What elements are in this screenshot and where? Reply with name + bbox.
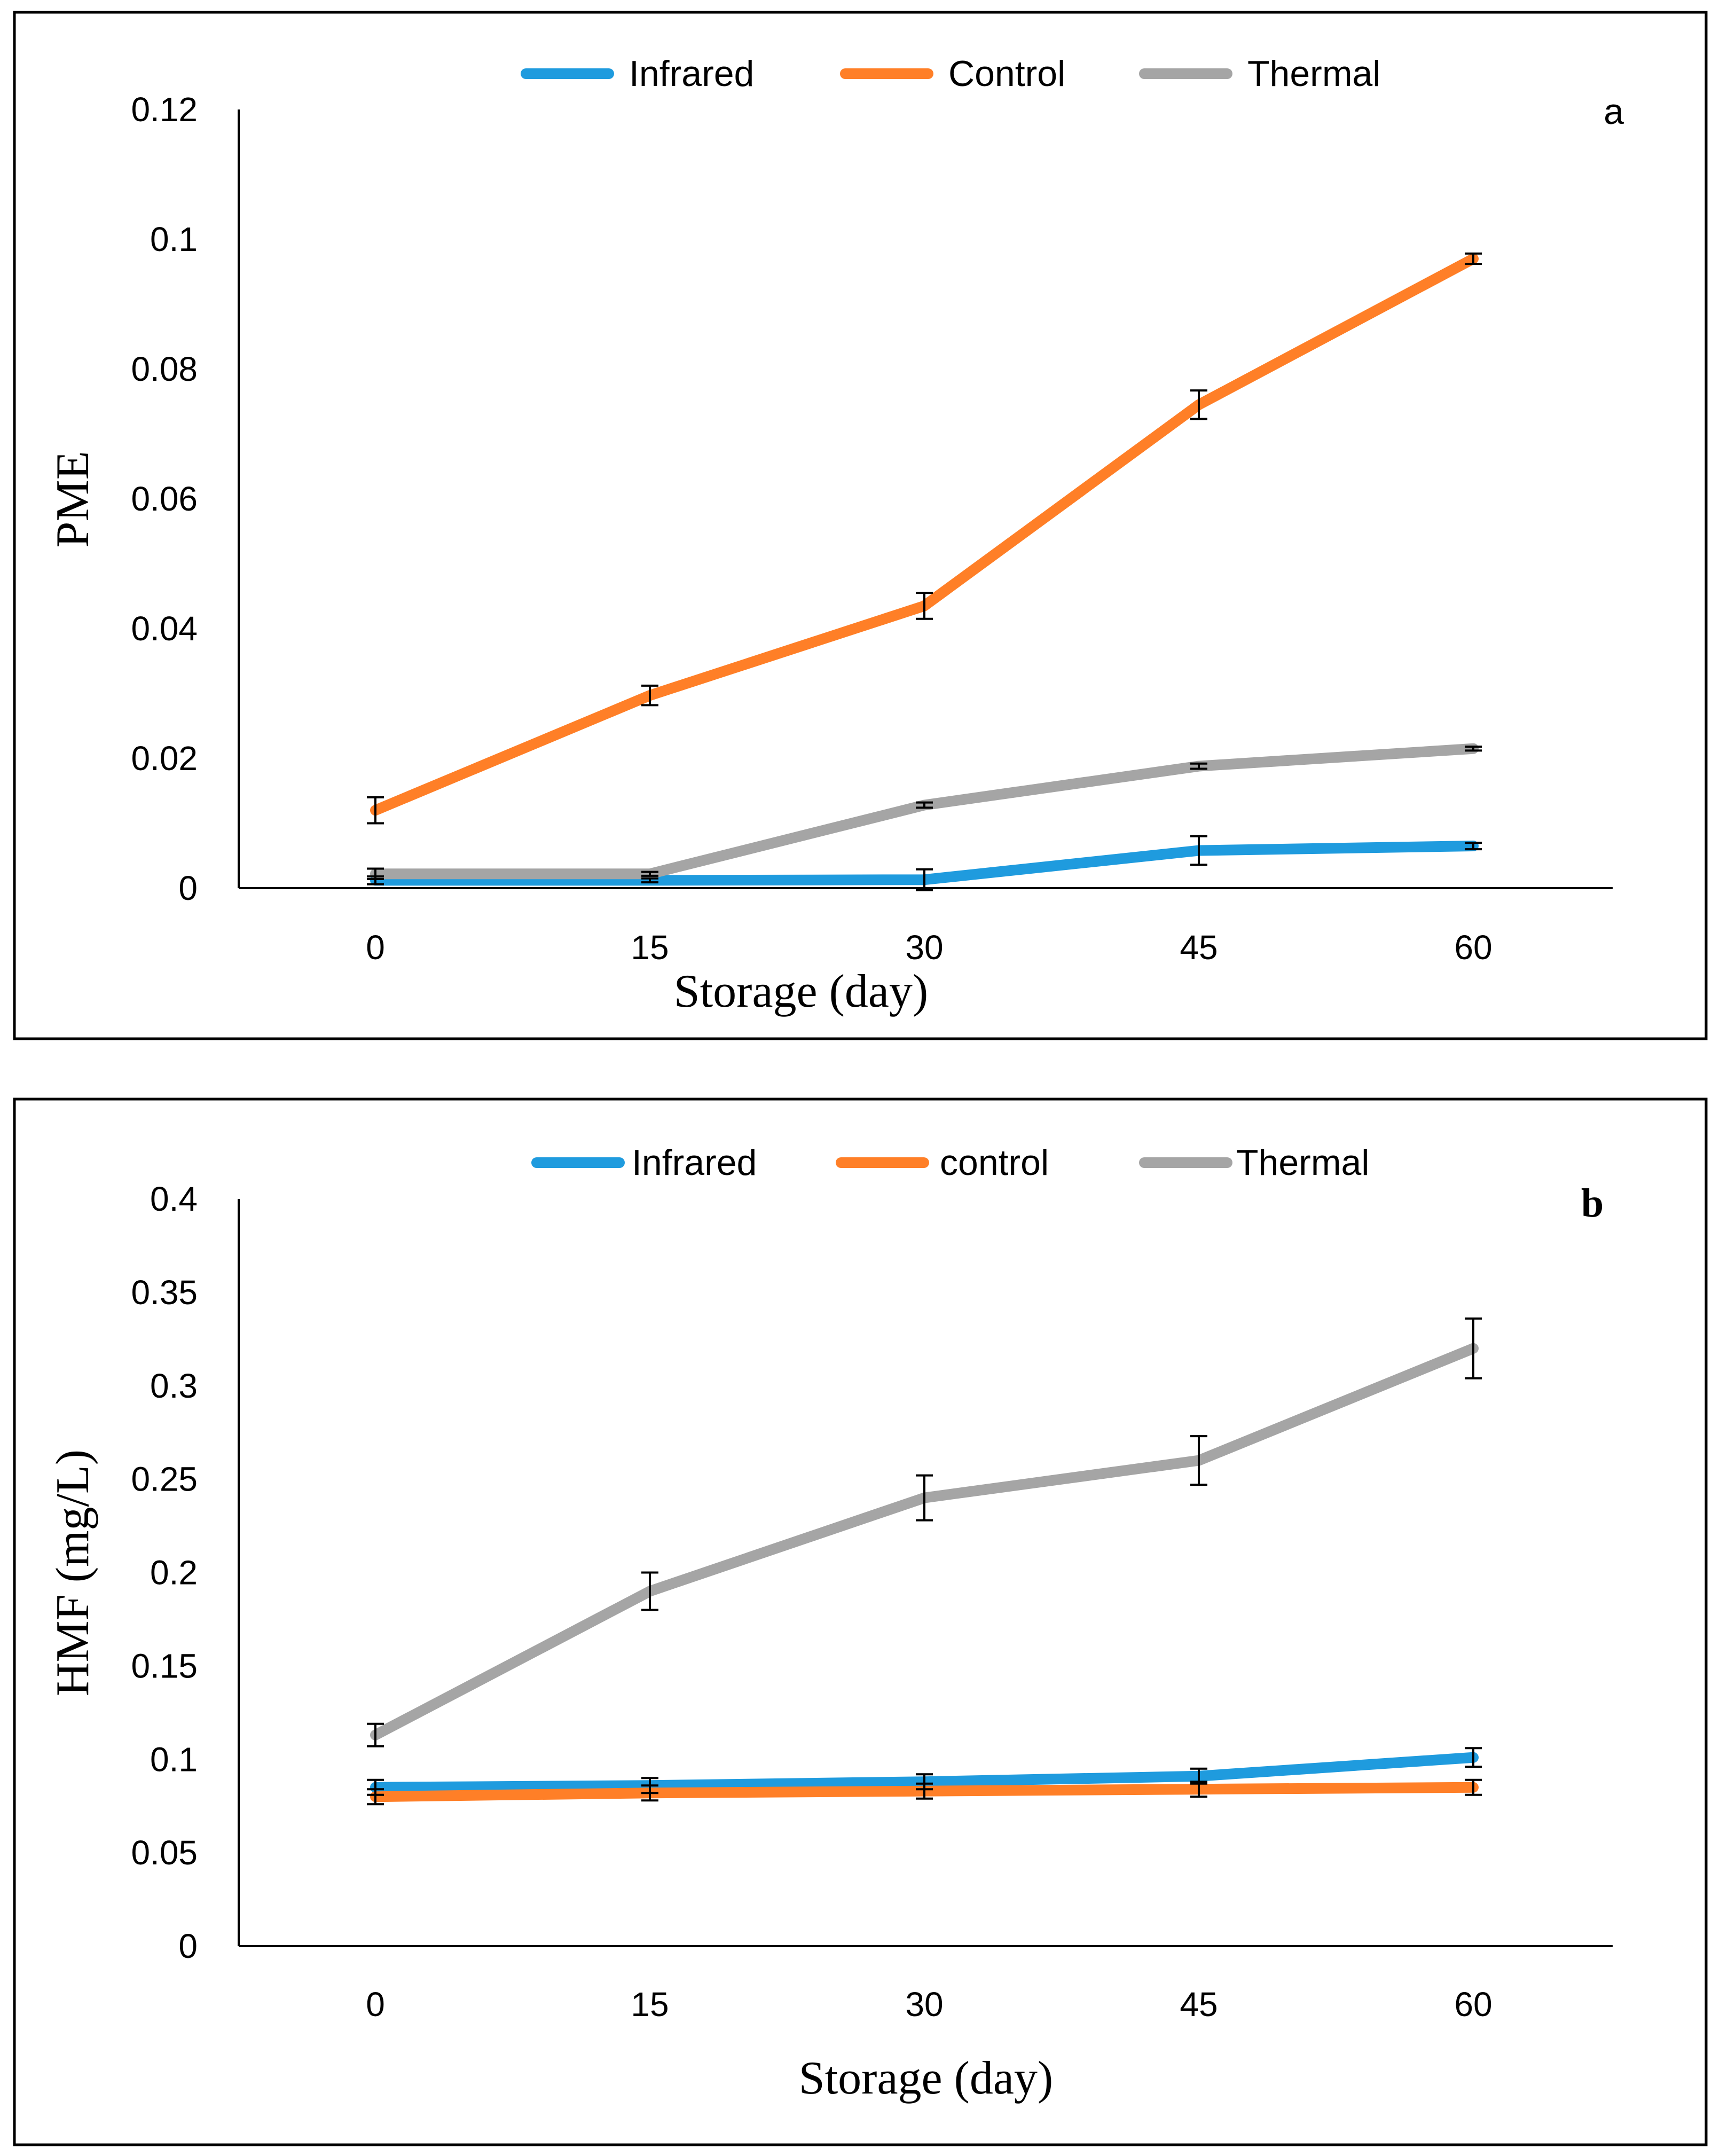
panel-b-x-tick-label: 30 (905, 1985, 943, 2024)
panel-b-legend-label-thermal: Thermal (1236, 1142, 1369, 1183)
panel-a-series-group (370, 253, 1479, 886)
panel-b-series-line-thermal (370, 1343, 1479, 1741)
panel-b-legend-item-control[interactable]: control (836, 1142, 1049, 1183)
panel-a-legend-label-control: Control (948, 53, 1065, 94)
panel-a-series-line-control (370, 253, 1479, 816)
panel-a-error-bar-thermal (641, 871, 658, 877)
panel-a-series-line-thermal (370, 743, 1479, 880)
panel-b-legend-item-thermal[interactable]: Thermal (1139, 1142, 1369, 1183)
panel-b-error-bars (367, 1317, 1482, 1806)
panel-b-legend-label-control: control (940, 1142, 1049, 1183)
panel-a-error-bar-thermal (916, 801, 933, 809)
panel-b-legend-label-infrared: Infrared (632, 1142, 757, 1183)
panel-b-y-tick-label: 0.4 (150, 1180, 198, 1218)
panel-a-x-tick-label: 45 (1180, 928, 1218, 967)
panel-b-x-tick-label: 60 (1454, 1985, 1492, 2024)
panel-a-y-tick-label: 0.02 (131, 739, 198, 778)
panel-b-y-tick-label: 0.1 (150, 1740, 198, 1778)
panel-b-error-bar-control (641, 1784, 658, 1802)
panel-a-error-bar-infrared (641, 877, 658, 884)
panel-a-y-tick-label: 0.08 (131, 350, 198, 388)
panel-a-y-tick-label: 0.06 (131, 480, 198, 518)
panel-b-y-tick-labels: 0 0.05 0.1 0.15 0.2 0.25 0.3 0.35 0.4 (131, 1180, 198, 1965)
panel-b-legend-item-infrared[interactable]: Infrared (531, 1142, 757, 1183)
panel-a-legend-label-thermal: Thermal (1247, 53, 1380, 94)
panel-b-error-bar-thermal (367, 1722, 384, 1747)
panel-b-error-bar-thermal (916, 1474, 933, 1522)
panel-a-error-bar-control (641, 684, 658, 707)
panel-b-label: b (1581, 1181, 1604, 1226)
panel-b-x-axis-title: Storage (day) (799, 2052, 1053, 2104)
panel-a-label: a (1604, 91, 1624, 132)
panel-b-y-tick-label: 0.3 (150, 1367, 198, 1405)
panel-b-error-bar-infrared (1465, 1747, 1482, 1768)
panel-a-error-bar-control (1465, 252, 1482, 265)
panel-a-x-tick-label: 15 (631, 928, 669, 967)
panel-a-legend-item-thermal[interactable]: Thermal (1139, 53, 1380, 94)
panel-a-x-tick-label: 0 (366, 928, 385, 967)
panel-a-legend-label-infrared: Infrared (629, 53, 754, 94)
panel-b-error-bar-thermal (1465, 1317, 1482, 1379)
panel-b-y-tick-label: 0 (178, 1927, 198, 1965)
panel-b-y-tick-label: 0.15 (131, 1647, 198, 1685)
panel-b-y-tick-label: 0.2 (150, 1554, 198, 1592)
panel-a-x-tick-label: 30 (905, 928, 943, 967)
panel-a-error-bar-infrared (916, 868, 933, 891)
panel-a-error-bar-control (1190, 389, 1207, 420)
panel-a-error-bar-thermal (1190, 762, 1207, 770)
panel-a-pme-chart: 0 0.02 0.04 0.06 0.08 0.1 0.12 0 15 30 45 60 Stora… (13, 11, 1708, 1040)
panel-a-x-tick-labels: 0 15 30 45 60 (366, 928, 1492, 967)
panel-a-error-bar-control (916, 592, 933, 620)
panel-a-y-tick-label: 0.12 (131, 90, 198, 129)
panel-a-error-bar-infrared (1190, 835, 1207, 866)
panel-b-y-tick-label: 0.35 (131, 1273, 198, 1312)
panel-b-y-tick-label: 0.05 (131, 1833, 198, 1872)
panel-a-y-tick-label: 0.04 (131, 609, 198, 648)
panel-b-error-bar-control (1190, 1781, 1207, 1798)
panel-a-y-tick-labels: 0 0.02 0.04 0.06 0.08 0.1 0.12 (131, 90, 198, 907)
panel-a-frame (13, 11, 1708, 1040)
panel-b-x-tick-labels: 0 15 30 45 60 (366, 1985, 1492, 2024)
panel-a-x-tick-label: 60 (1454, 928, 1492, 967)
panel-a-legend: Infrared Control Thermal (521, 53, 1380, 94)
panel-a-y-tick-label: 0.1 (150, 220, 198, 258)
panel-a-error-bar-thermal (1465, 746, 1482, 752)
panel-a-error-bar-thermal (367, 867, 384, 880)
panel-b-y-tick-label: 0.25 (131, 1460, 198, 1499)
panel-a-error-bar-infrared (1465, 841, 1482, 851)
panel-a-y-axis-title: PME (47, 451, 99, 548)
panel-a-error-bars (367, 252, 1482, 891)
panel-b-x-tick-label: 15 (631, 1985, 669, 2024)
panel-b-error-bar-control (1465, 1778, 1482, 1796)
panel-b-error-bar-thermal (641, 1571, 658, 1611)
panel-b-error-bar-control (367, 1788, 384, 1806)
panel-a-y-tick-label: 0 (178, 869, 198, 907)
panel-b-x-tick-label: 0 (366, 1985, 385, 2024)
panel-a-x-axis-title: Storage (day) (674, 966, 928, 1017)
panel-a-error-bar-control (367, 796, 384, 825)
panel-a-legend-item-infrared[interactable]: Infrared (521, 53, 754, 94)
panel-b-y-axis-title: HMF (mg/L) (47, 1449, 99, 1696)
panel-a-legend-item-control[interactable]: Control (840, 53, 1065, 94)
panel-b-series-group (370, 1343, 1479, 1802)
panel-b-hmf-chart: 00.050.10.150.20.250.30.350.4 0 15 30 45 60 … (13, 1097, 1708, 2146)
panel-b-error-bar-thermal (1190, 1435, 1207, 1486)
panel-b-x-tick-label: 45 (1180, 1985, 1218, 2024)
panel-b-error-bar-control (916, 1782, 933, 1800)
panel-b-frame (13, 1097, 1708, 2146)
panel-b-legend: Infrared control Thermal (531, 1142, 1369, 1183)
